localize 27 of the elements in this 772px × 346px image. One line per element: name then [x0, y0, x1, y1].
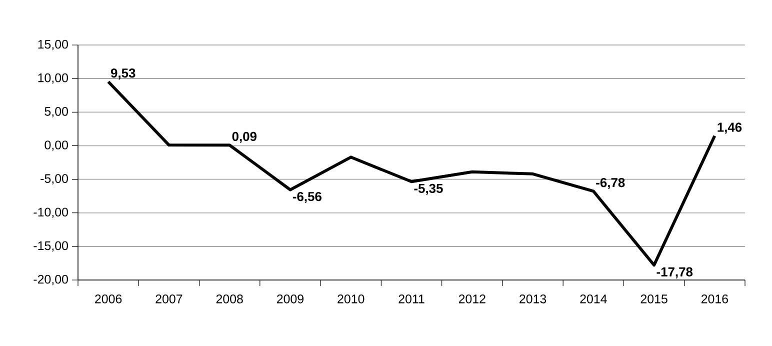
data-label: -6,56 [292, 192, 322, 203]
x-tick-label: 2010 [338, 294, 364, 304]
y-tick-label: -5,00 [40, 174, 68, 184]
x-tick-label: 2013 [520, 294, 546, 304]
x-tick-label: 2006 [95, 294, 122, 304]
y-tick-label: 5,00 [44, 107, 68, 118]
y-tick-label: -10,00 [34, 208, 68, 218]
x-tick-label: 2009 [277, 294, 304, 304]
x-tick-label: 2011 [398, 294, 424, 304]
x-tick-label: 2012 [458, 294, 486, 304]
line-series [106, 80, 716, 267]
y-tick-label: -20,00 [34, 274, 68, 286]
y-tick-label: 15,00 [38, 40, 68, 50]
y-tick-label: -15,00 [34, 241, 68, 252]
x-tick-label: 2007 [156, 294, 182, 304]
x-tick-label: 2015 [640, 294, 668, 304]
x-tick-label: 2008 [216, 294, 243, 304]
data-label: -17,78 [656, 267, 693, 278]
data-label: 0,09 [232, 132, 257, 143]
data-label: -5,35 [414, 184, 443, 195]
y-tick-label: 10,00 [38, 73, 68, 84]
x-tick-label: 2014 [580, 294, 607, 304]
data-label: 9,53 [110, 68, 136, 80]
y-tick-label: 0,00 [44, 140, 68, 151]
data-label: 1,46 [718, 122, 742, 134]
data-label: -6,78 [596, 178, 625, 190]
x-tick-label: 2016 [701, 294, 728, 304]
